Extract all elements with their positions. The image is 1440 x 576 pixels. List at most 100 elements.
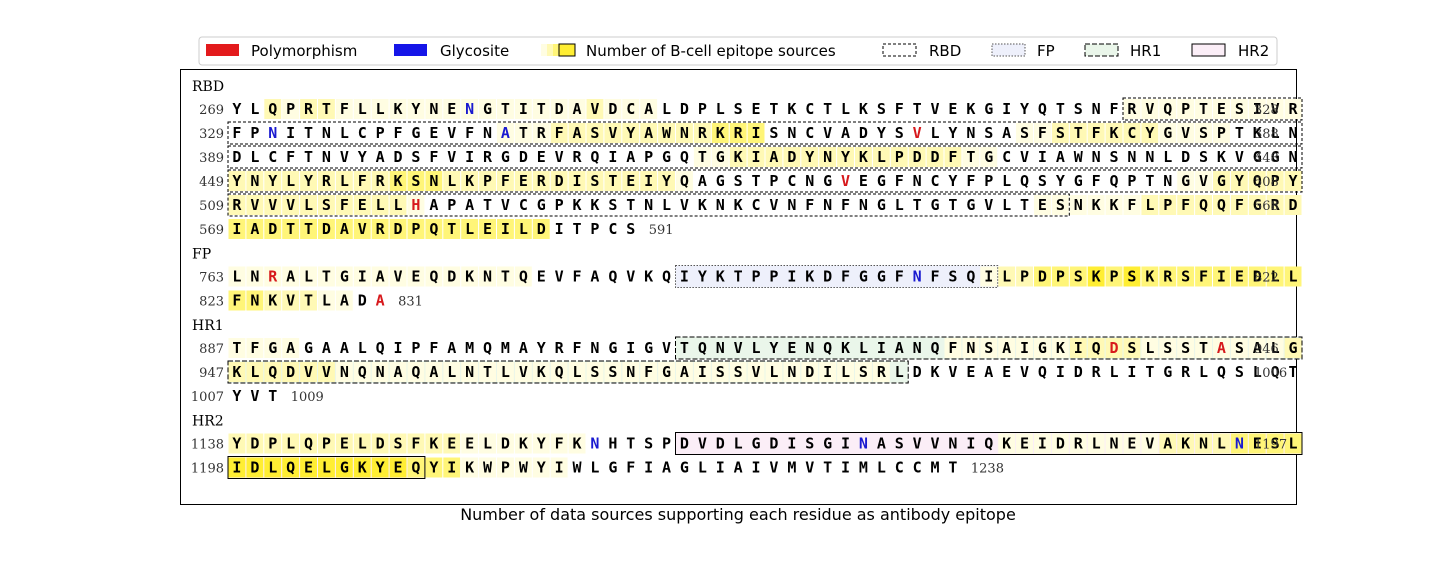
residue: G — [823, 172, 832, 190]
residue: I — [447, 459, 456, 477]
epitope-cell — [282, 171, 300, 191]
residue: I — [358, 268, 367, 286]
region-box-rbd — [227, 193, 1070, 217]
residue: F — [250, 339, 259, 357]
residue: E — [1235, 268, 1244, 286]
residue: S — [734, 363, 743, 381]
residue: G — [716, 172, 725, 190]
epitope-cell — [1213, 171, 1230, 191]
residue: V — [555, 268, 564, 286]
epitope-cell — [1177, 266, 1195, 287]
epitope-cell — [425, 219, 443, 239]
residue: R — [555, 339, 565, 357]
residue: G — [1217, 172, 1226, 190]
residue: G — [1253, 196, 1262, 214]
residue: N — [340, 363, 349, 381]
residue: A — [1163, 435, 1172, 453]
residue: K — [716, 124, 725, 142]
residue: E — [1038, 196, 1047, 214]
residue: K — [232, 363, 241, 381]
residue: Y — [1145, 124, 1154, 142]
residue: Y — [1020, 100, 1029, 118]
residue: I — [752, 459, 761, 477]
residue: N — [1289, 148, 1298, 166]
epitope-cell — [407, 433, 425, 454]
sequence-row: 389 D L C F T N V Y A D S F V I R G D E V R Q I A P G Q T G K I A D Y N Y K L… — [199, 145, 1303, 169]
residue: Y — [698, 268, 707, 286]
residue: V — [805, 459, 814, 477]
residue: A — [519, 339, 528, 357]
epitope-cell — [604, 99, 622, 119]
residue: L — [573, 363, 582, 381]
epitope-cell — [264, 457, 282, 478]
legend-swatch-epitope — [541, 43, 576, 57]
residue: Q — [662, 268, 671, 286]
residue: F — [1127, 196, 1136, 214]
residue: D — [823, 268, 832, 286]
epitope-cell — [318, 99, 335, 119]
epitope-cell — [998, 266, 1016, 287]
residue: C — [268, 148, 277, 166]
epitope-cell — [1177, 171, 1195, 191]
epitope-cell — [1230, 171, 1248, 191]
residue: P — [376, 124, 385, 142]
residue: K — [1002, 435, 1011, 453]
residue: Y — [304, 172, 313, 190]
residue: R — [1181, 363, 1191, 381]
epitope-cell — [1051, 266, 1069, 287]
residue: F — [232, 292, 241, 310]
epitope-cell — [676, 171, 693, 191]
residue: D — [1289, 196, 1298, 214]
residue: C — [626, 100, 635, 118]
epitope-cell — [1284, 266, 1302, 287]
residue: N — [1289, 124, 1298, 142]
residue: Y — [1289, 172, 1298, 190]
epitope-cell — [747, 362, 765, 382]
epitope-cell — [622, 99, 640, 119]
residue: Q — [429, 220, 438, 238]
epitope-cell — [389, 219, 407, 239]
residue: G — [537, 196, 546, 214]
residue: K — [716, 268, 725, 286]
residue: L — [322, 459, 331, 477]
residue: Q — [823, 339, 832, 357]
epitope-cell — [1016, 266, 1033, 287]
residue: S — [590, 363, 599, 381]
residue: D — [501, 435, 510, 453]
epitope-cell — [944, 338, 962, 358]
residue: A — [573, 100, 582, 118]
residue: S — [1235, 100, 1244, 118]
residue: L — [286, 172, 295, 190]
residue: D — [555, 100, 564, 118]
epitope-cell — [282, 338, 300, 358]
residue: S — [734, 172, 743, 190]
residue: G — [644, 339, 653, 357]
residue: F — [931, 268, 940, 286]
epitope-cell — [318, 362, 335, 382]
epitope-cell — [264, 195, 282, 215]
residue: Q — [680, 172, 689, 190]
epitope-cell — [1141, 99, 1159, 119]
residue: S — [877, 100, 886, 118]
residue: D — [716, 435, 725, 453]
residue: L — [1002, 196, 1011, 214]
epitope-cell — [318, 219, 335, 239]
residue: L — [1145, 196, 1154, 214]
residue: A — [769, 148, 778, 166]
residue: S — [608, 363, 617, 381]
epitope-cell — [586, 99, 604, 119]
region-box-hr1 — [227, 360, 909, 384]
residue: T — [626, 196, 635, 214]
sequence-row: 509 R V V V L S F E L L H A P A T V C G P K K S T N L V K N K C V N F N F N G… — [199, 193, 1302, 217]
epitope-cell — [711, 147, 729, 167]
residue: G — [608, 459, 617, 477]
residue: D — [232, 148, 241, 166]
residue: P — [1181, 100, 1190, 118]
residue: E — [519, 172, 528, 190]
residue: G — [680, 459, 689, 477]
residue: V — [626, 268, 635, 286]
residue: F — [340, 196, 349, 214]
epitope-cell — [514, 219, 532, 239]
residue: L — [1217, 435, 1226, 453]
